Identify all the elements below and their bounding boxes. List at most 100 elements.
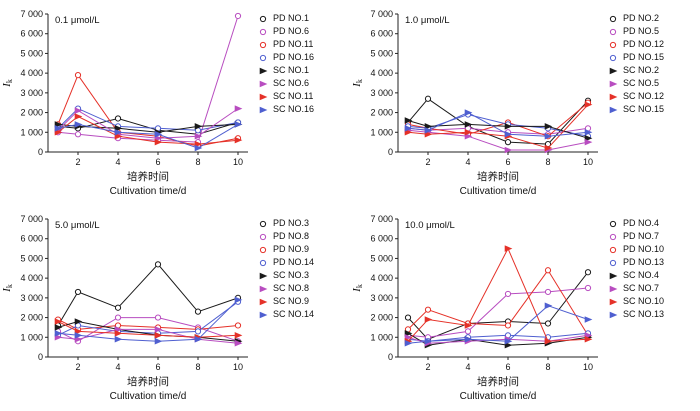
data-point-marker bbox=[54, 121, 63, 128]
series-line bbox=[407, 332, 589, 342]
y-axis-label: Ik bbox=[351, 284, 364, 293]
y-tick-label: 2 000 bbox=[20, 313, 43, 323]
data-point-marker bbox=[74, 328, 83, 335]
series-line bbox=[407, 332, 589, 346]
y-tick-label: 4 000 bbox=[370, 68, 393, 78]
legend-item: PD NO.13 bbox=[606, 256, 664, 269]
right-triangle-marker-icon bbox=[609, 106, 618, 114]
right-triangle-marker-icon bbox=[609, 272, 618, 279]
data-point-marker bbox=[259, 67, 268, 74]
legend-item: SC NO.11 bbox=[256, 90, 314, 103]
data-point-marker bbox=[154, 337, 163, 345]
data-point-marker bbox=[609, 28, 617, 35]
data-point-marker bbox=[609, 106, 618, 114]
chart-canvas-5-0-umol: 0 1 000 2 000 3 000 4 000 5 000 6 000 7 000 2 4 6 8… bbox=[1, 214, 248, 402]
legend-item: SC NO.15 bbox=[606, 103, 664, 116]
legend-item: PD NO.4 bbox=[606, 217, 664, 230]
series-line bbox=[407, 287, 589, 338]
legend-label: PD NO.15 bbox=[623, 52, 665, 63]
data-point-marker bbox=[404, 330, 413, 337]
data-point-marker bbox=[259, 311, 268, 319]
data-point-marker bbox=[74, 131, 82, 138]
open-circle-marker-icon bbox=[609, 246, 617, 253]
data-point-marker bbox=[259, 106, 268, 114]
y-tick-label: 5 000 bbox=[20, 48, 43, 58]
y-tick-label: 4 000 bbox=[20, 273, 43, 283]
data-point-marker bbox=[424, 123, 433, 130]
x-axis-label-en: Cultivation time/d bbox=[110, 391, 187, 402]
series-line bbox=[57, 299, 239, 342]
open-circle-marker-icon bbox=[609, 41, 617, 48]
legend-item: SC NO.3 bbox=[256, 269, 314, 282]
y-tick-label: 2 000 bbox=[370, 108, 393, 118]
data-point-marker bbox=[74, 288, 82, 296]
series-line bbox=[57, 15, 239, 143]
legend-label: PD NO.10 bbox=[623, 244, 665, 255]
legend-item: SC NO.13 bbox=[606, 308, 664, 321]
x-axis-label-cn: 培养时间 bbox=[127, 375, 169, 388]
y-tick-label: 5 000 bbox=[20, 253, 43, 263]
legend-label: SC NO.9 bbox=[273, 296, 310, 307]
series-line bbox=[57, 319, 239, 330]
data-point-marker bbox=[404, 117, 413, 124]
subplot-0-1-umol: 0 1 000 2 000 3 000 4 000 5 000 6 000 7 000 2 4 6 8… bbox=[0, 0, 350, 205]
series-line bbox=[57, 123, 239, 149]
x-tick-label: 2 bbox=[75, 362, 80, 372]
x-tick-label: 2 bbox=[75, 157, 80, 167]
legend-item: SC NO.7 bbox=[606, 282, 664, 295]
x-axis-label-en: Cultivation time/d bbox=[110, 186, 187, 197]
series-line bbox=[57, 263, 239, 326]
y-tick-label: 4 000 bbox=[20, 68, 43, 78]
data-point-marker bbox=[114, 115, 122, 122]
legend-label: PD NO.3 bbox=[273, 218, 310, 228]
series-line bbox=[57, 117, 239, 135]
y-tick-label: 5 000 bbox=[370, 253, 393, 263]
data-point-marker bbox=[504, 139, 512, 146]
data-point-marker bbox=[504, 322, 512, 329]
legend-label: SC NO.15 bbox=[623, 104, 665, 115]
data-point-marker bbox=[259, 80, 268, 88]
data-point-marker bbox=[259, 272, 268, 279]
y-tick-label: 3 000 bbox=[20, 88, 43, 98]
x-tick-label: 2 bbox=[425, 362, 430, 372]
data-point-marker bbox=[609, 259, 617, 266]
legend-item: PD NO.6 bbox=[256, 25, 314, 38]
legend-item: PD NO.11 bbox=[256, 38, 314, 51]
right-triangle-marker-icon bbox=[609, 298, 618, 306]
x-tick-label: 4 bbox=[115, 362, 120, 372]
data-point-marker bbox=[154, 332, 163, 339]
right-triangle-marker-icon bbox=[259, 298, 268, 306]
series-line bbox=[57, 317, 239, 342]
y-tick-label: 3 000 bbox=[20, 293, 43, 303]
x-tick-label: 6 bbox=[155, 157, 160, 167]
data-point-marker bbox=[114, 132, 123, 140]
legend-item: PD NO.12 bbox=[606, 38, 664, 51]
data-point-marker bbox=[584, 129, 593, 136]
chart-title: 1.0 μmol/L bbox=[405, 15, 450, 26]
y-axis-label: Ik bbox=[351, 79, 364, 88]
data-point-marker bbox=[424, 337, 433, 345]
data-point-marker bbox=[259, 15, 267, 22]
data-point-marker bbox=[584, 336, 593, 343]
data-point-marker bbox=[609, 80, 618, 88]
data-point-marker bbox=[194, 308, 202, 315]
data-point-marker bbox=[259, 246, 267, 253]
open-circle-marker-icon bbox=[259, 41, 267, 48]
data-point-marker bbox=[114, 330, 123, 337]
y-tick-label: 7 000 bbox=[370, 214, 393, 224]
open-circle-marker-icon bbox=[609, 259, 617, 266]
data-point-marker bbox=[154, 138, 163, 146]
data-point-marker bbox=[609, 220, 617, 227]
y-tick-label: 7 000 bbox=[370, 9, 393, 19]
legend-item: SC NO.16 bbox=[256, 103, 314, 116]
legend-item: SC NO.5 bbox=[606, 77, 664, 90]
y-tick-label: 6 000 bbox=[370, 234, 393, 244]
y-tick-label: 3 000 bbox=[370, 293, 393, 303]
data-point-marker bbox=[114, 129, 123, 136]
data-point-marker bbox=[259, 285, 268, 293]
legend-label: PD NO.9 bbox=[273, 244, 310, 255]
x-tick-label: 8 bbox=[195, 157, 200, 167]
open-circle-marker-icon bbox=[259, 233, 267, 240]
data-point-marker bbox=[114, 304, 122, 311]
y-axis-label: Ik bbox=[1, 79, 14, 88]
